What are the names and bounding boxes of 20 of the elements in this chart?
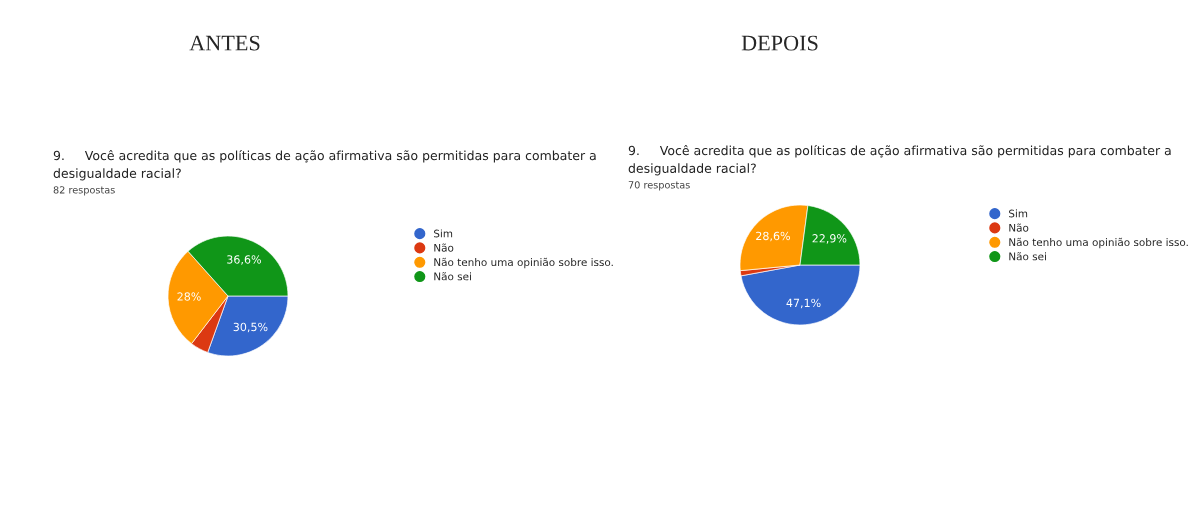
data-label: 47,1% <box>786 298 821 309</box>
legend-label: Não tenho uma opinião sobre isso. <box>434 257 613 269</box>
text: 82 respostas <box>53 186 115 196</box>
chart-title: DEPOIS <box>741 35 818 51</box>
data-label: 30,5% <box>233 322 268 333</box>
chart-subtitle: 9. Você acredita que as políticas de ação afirmativa são permitidas para combater a desigualdade racial? <box>53 150 596 181</box>
legend-label: Não sei <box>434 272 471 281</box>
data-label: 28% <box>177 292 201 301</box>
chart-title: ANTES <box>189 35 260 51</box>
legend-label: Não sei <box>1009 252 1046 261</box>
legend-label: Não tenho uma opinião sobre isso. <box>1009 237 1188 249</box>
data-label: 22,9% <box>812 234 847 244</box>
data-label: 28,6% <box>756 231 790 242</box>
legend-label: Sim <box>434 229 453 238</box>
text: 70 respostas <box>628 181 690 191</box>
legend-label: Não <box>434 243 454 252</box>
legend-label: Não <box>1009 223 1029 232</box>
chart-subtitle: 9. Você acredita que as políticas de ação afirmativa são permitidas para combater a desigualdade racial? <box>628 145 1171 176</box>
legend-label: Sim <box>1009 209 1028 218</box>
data-label: 36,6% <box>227 255 261 265</box>
